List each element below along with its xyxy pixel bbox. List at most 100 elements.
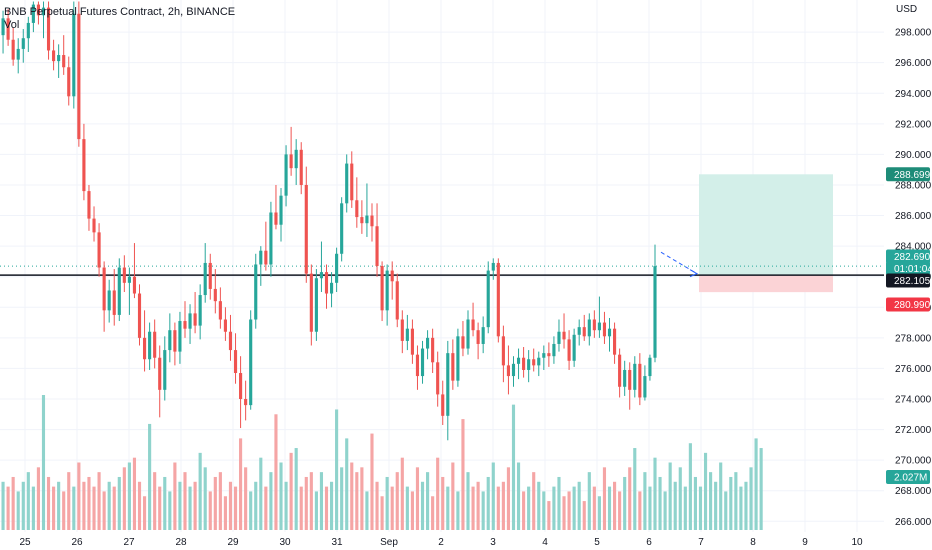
candle — [542, 345, 546, 370]
price-tick-label: 278.000 — [895, 333, 932, 344]
candle — [562, 313, 566, 349]
volume-bar — [223, 496, 227, 530]
candle-body — [436, 362, 440, 395]
candle-body — [269, 212, 273, 265]
volume-bar — [319, 472, 324, 530]
candle — [264, 221, 268, 271]
candle — [587, 313, 591, 346]
candle — [41, 1, 46, 39]
volume-bar — [208, 491, 212, 530]
candle-body — [92, 218, 96, 233]
candle-body — [522, 357, 526, 370]
volume-bar — [87, 476, 91, 530]
candle — [410, 319, 414, 364]
candle-body — [249, 319, 253, 406]
volume-bar — [456, 491, 460, 530]
candle — [613, 322, 617, 364]
volume-bar — [547, 501, 551, 530]
candle-body — [1, 18, 5, 36]
candle-body — [365, 215, 369, 224]
candle-body — [426, 337, 430, 349]
candle — [345, 154, 349, 213]
candle-body — [183, 321, 187, 329]
candle — [501, 325, 505, 383]
currency-label: USD — [896, 4, 917, 15]
time-tick-label: 31 — [331, 537, 343, 548]
candle-body — [653, 266, 657, 358]
candle — [335, 247, 339, 292]
candle — [511, 356, 516, 387]
volume-bar — [168, 491, 172, 530]
candle — [597, 296, 601, 338]
candle-body — [395, 281, 399, 320]
candle — [259, 246, 263, 286]
volume-bar — [57, 481, 61, 530]
candle — [638, 353, 642, 406]
time-tick-label: 10 — [851, 537, 863, 548]
candle-body — [319, 272, 324, 279]
volume-bar — [1, 481, 5, 530]
candle — [102, 261, 106, 332]
candle-body — [188, 313, 192, 329]
time-tick-label: 28 — [175, 537, 187, 548]
candle-body — [623, 369, 627, 387]
time-tick-label: 4 — [542, 537, 548, 548]
countdown-tag: 01:01:04 — [886, 261, 932, 276]
candle-body — [360, 217, 364, 224]
candle — [456, 328, 460, 387]
volume-bar — [16, 491, 20, 530]
candle-body — [335, 253, 339, 283]
current-price-tag-text: 282.690 — [894, 252, 931, 263]
candle-body — [370, 215, 374, 227]
candle — [269, 201, 273, 277]
volume-bar — [527, 486, 531, 530]
candle-body — [324, 272, 329, 294]
volume-bar — [633, 448, 637, 530]
volume-bar — [163, 476, 167, 530]
volume-bar — [668, 462, 672, 530]
candle — [360, 200, 364, 234]
candle-body — [274, 212, 278, 225]
volume-bar — [410, 491, 414, 530]
candle — [274, 184, 278, 230]
projection-arrow — [660, 251, 699, 278]
candle — [228, 314, 233, 361]
volume-bar — [254, 481, 258, 530]
candle — [218, 287, 222, 329]
volume-bar — [228, 481, 233, 530]
candle-body — [602, 322, 607, 337]
time-axis: 25 26 27 28 29 30 31 Sep 2 3 4 5 6 7 8 9 10 — [0, 532, 932, 550]
volume-bar — [244, 467, 248, 530]
price-tick-label: 292.000 — [895, 119, 932, 130]
candle-body — [486, 270, 490, 328]
candle — [400, 310, 404, 354]
volume-bar — [269, 472, 273, 530]
volume-bar — [137, 481, 142, 530]
volume-bar — [239, 438, 243, 530]
candle — [496, 258, 500, 343]
entry-price-tag: 282.105 — [886, 273, 931, 288]
candle — [527, 350, 531, 383]
volume-bar — [446, 486, 450, 530]
candle — [471, 302, 475, 337]
volume-bar — [329, 481, 334, 530]
candle — [370, 203, 374, 242]
volume-bar — [663, 491, 667, 530]
candle-body — [21, 38, 25, 49]
volume-bar — [299, 486, 303, 530]
time-tick-label: 9 — [802, 537, 808, 548]
candle-body — [471, 319, 475, 331]
candle-body — [6, 18, 10, 40]
volume-bar — [72, 486, 76, 530]
candle-body — [537, 357, 541, 366]
candle-body — [446, 353, 450, 416]
volume-bar — [481, 491, 485, 530]
candle — [537, 351, 541, 377]
candle-body — [77, 13, 81, 140]
candle — [284, 145, 288, 207]
volume-bar — [724, 491, 728, 530]
volume-bar — [466, 472, 470, 530]
volume-bar — [420, 481, 425, 530]
